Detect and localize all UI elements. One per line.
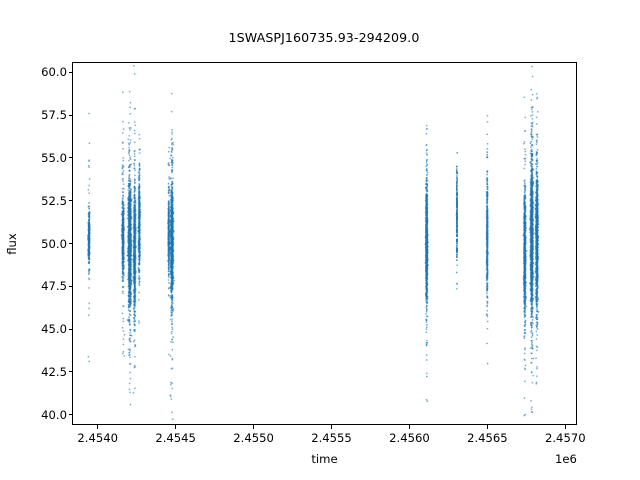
- x-tick-label: 2.4560: [389, 431, 430, 445]
- x-tick-label: 2.4570: [545, 431, 586, 445]
- x-axis-offset-text: 1e6: [555, 452, 577, 466]
- scatter-plot-canvas: [73, 63, 576, 424]
- y-tick-mark: [68, 243, 72, 244]
- x-tick-mark: [253, 425, 255, 429]
- y-tick-label: 60.0: [41, 65, 67, 80]
- x-tick-mark: [331, 425, 332, 429]
- x-axis-label: time: [311, 452, 338, 466]
- x-tick-mark: [486, 425, 488, 429]
- y-tick-label: 50.0: [41, 236, 67, 251]
- y-tick-label: 42.5: [41, 364, 67, 379]
- y-tick-mark: [68, 285, 72, 287]
- y-axis-label: flux: [5, 232, 19, 255]
- x-tick-label: 2.4545: [155, 431, 196, 445]
- x-tick-mark: [175, 425, 177, 429]
- y-tick-label: 57.5: [41, 108, 67, 123]
- y-tick-mark: [68, 414, 72, 416]
- x-tick-label: 2.4565: [467, 431, 508, 445]
- y-tick-label: 47.5: [41, 279, 67, 294]
- x-tick-label: 2.4555: [311, 431, 352, 445]
- y-tick-label: 55.0: [41, 150, 67, 165]
- y-tick-mark: [68, 328, 72, 330]
- y-tick-mark: [68, 114, 72, 116]
- x-tick-mark: [408, 425, 410, 429]
- x-tick-label: 2.4550: [233, 431, 274, 445]
- y-tick-label: 45.0: [41, 322, 67, 337]
- y-tick-label: 52.5: [41, 193, 67, 208]
- x-tick-mark: [564, 425, 566, 429]
- y-tick-mark: [68, 200, 72, 202]
- y-tick-mark: [68, 71, 72, 73]
- page-title: 1SWASPJ160735.93-294209.0: [0, 30, 640, 45]
- plot-area: [72, 62, 577, 425]
- x-tick-label: 2.4540: [77, 431, 118, 445]
- chart-title-text: 1SWASPJ160735.93-294209.0: [228, 30, 420, 45]
- y-tick-mark: [68, 157, 72, 159]
- y-tick-label: 40.0: [41, 407, 67, 422]
- y-tick-mark: [68, 371, 72, 373]
- x-tick-mark: [97, 425, 99, 429]
